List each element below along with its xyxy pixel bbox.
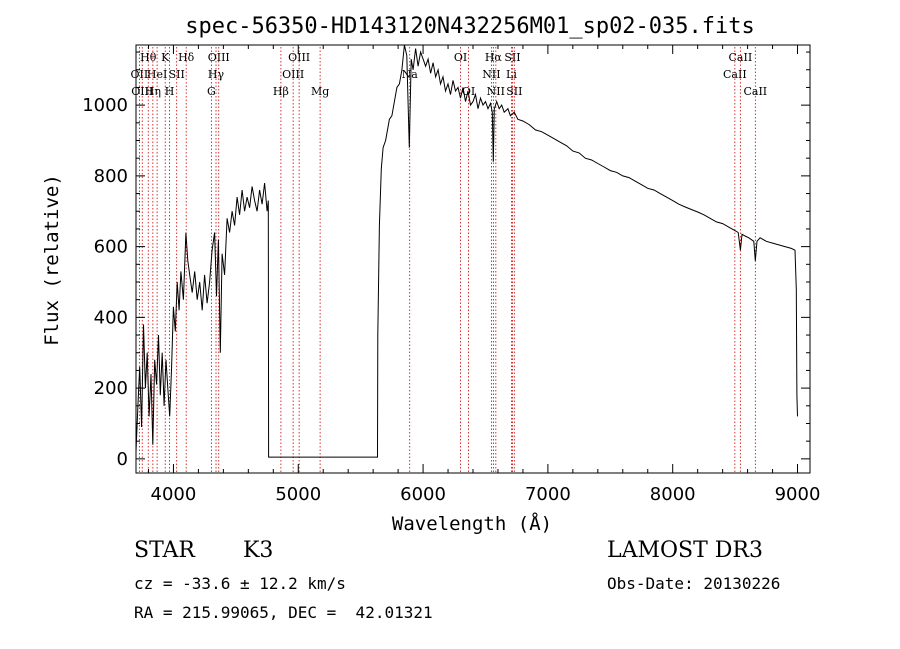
y-tick-label: 0 bbox=[117, 449, 128, 470]
line-label-SII: SII bbox=[506, 85, 522, 98]
line-label-Hη: Hη bbox=[145, 85, 161, 98]
line-label-Hθ: Hθ bbox=[140, 51, 157, 64]
line-label-NII: NII bbox=[487, 85, 505, 98]
line-label-CaII: CaII bbox=[743, 85, 767, 98]
spectral-line-markers bbox=[138, 47, 756, 473]
line-label-OIII: OIII bbox=[208, 51, 230, 64]
redshift-cz: cz = -33.6 ± 12.2 km/s bbox=[134, 574, 346, 593]
line-label-K: K bbox=[161, 51, 170, 64]
y-tick-label: 800 bbox=[94, 166, 128, 187]
x-tick-label: 8000 bbox=[650, 484, 696, 505]
line-label-Hβ: Hβ bbox=[273, 85, 289, 98]
line-label-OIII: OIII bbox=[282, 68, 304, 81]
y-tick-label: 400 bbox=[94, 307, 128, 328]
line-label-CaII: CaII bbox=[729, 51, 753, 64]
line-label-NII: NII bbox=[482, 68, 500, 81]
line-label-SII: SII bbox=[504, 51, 520, 64]
line-label-G: G bbox=[207, 85, 216, 98]
line-label-OII: OII bbox=[131, 68, 149, 81]
chart-title: spec-56350-HD143120N432256M01_sp02-035.f… bbox=[185, 14, 755, 39]
plot-frame bbox=[135, 44, 811, 474]
y-tick-label: 1000 bbox=[82, 95, 128, 116]
line-label-OIII: OIII bbox=[131, 85, 153, 98]
observation-date: Obs-Date: 20130226 bbox=[607, 574, 781, 593]
y-axis-label: Flux (relative) bbox=[41, 174, 63, 346]
spectral-subclass: K3 bbox=[243, 538, 274, 563]
x-tick-label: 4000 bbox=[151, 484, 197, 505]
line-label-HeI: HeI bbox=[147, 68, 167, 81]
x-axis-ticks: 4000 5000 6000 7000 8000 9000 bbox=[147, 45, 821, 505]
line-label-Na: Na bbox=[402, 68, 419, 81]
survey-name: LAMOST DR3 bbox=[607, 538, 763, 563]
line-label-Hγ: Hγ bbox=[208, 68, 225, 81]
y-tick-label: 600 bbox=[94, 237, 128, 258]
line-label-OIII: OIII bbox=[288, 51, 310, 64]
line-label-Li: Li bbox=[506, 68, 517, 81]
line-label-OI: OI bbox=[454, 51, 467, 64]
coordinates: RA = 215.99065, DEC = 42.01321 bbox=[134, 603, 433, 622]
line-label-CaII: CaII bbox=[723, 68, 747, 81]
spectral-line-labels: OII OIII Hθ Hη HeI K H SII Hδ G Hγ OIII Hβ OIII OIII Mg… bbox=[131, 51, 768, 98]
spectrum-series-line bbox=[135, 44, 798, 458]
line-label-Mg: Mg bbox=[311, 85, 329, 98]
x-tick-label: 6000 bbox=[400, 484, 446, 505]
y-axis-ticks: 0 200 400 600 800 1000 bbox=[82, 51, 810, 470]
x-tick-label: 7000 bbox=[525, 484, 571, 505]
x-tick-label: 5000 bbox=[275, 484, 321, 505]
object-type: STAR bbox=[134, 538, 195, 563]
line-label-SII: SII bbox=[169, 68, 185, 81]
line-label-Hα: Hα bbox=[485, 51, 503, 64]
line-label-H: H bbox=[165, 85, 175, 98]
x-tick-label: 9000 bbox=[775, 484, 821, 505]
line-label-Hδ: Hδ bbox=[178, 51, 195, 64]
y-tick-label: 200 bbox=[94, 378, 128, 399]
x-axis-label: Wavelength (Å) bbox=[392, 512, 552, 535]
